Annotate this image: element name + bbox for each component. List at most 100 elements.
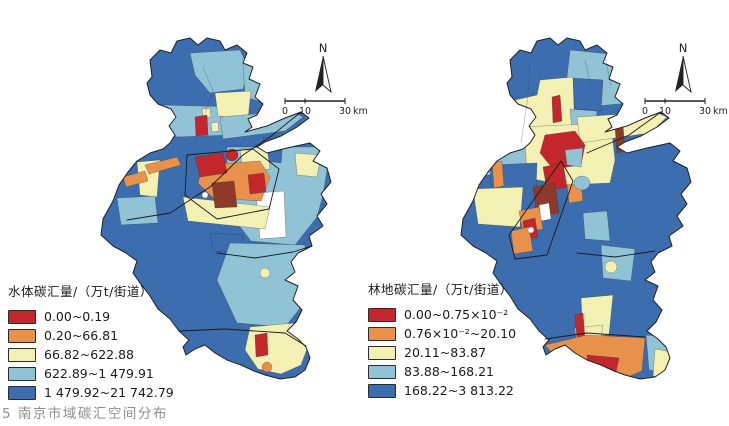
- legend-swatch-class3: [8, 347, 36, 362]
- region-patch: [261, 361, 273, 373]
- scale-bar-label-0: 0: [642, 106, 648, 117]
- legend-class-label: 0.00~0.19: [44, 309, 111, 324]
- region-patch: [600, 244, 636, 282]
- legend-swatch-class5: [8, 385, 36, 400]
- district-boundaries: [508, 56, 662, 340]
- street-boundary: [520, 62, 531, 144]
- legend-row: 20.11~83.87: [368, 343, 598, 362]
- north-arrow-needle-left: [675, 56, 683, 92]
- region-patches: [461, 49, 673, 379]
- region-patch: [582, 210, 611, 242]
- district-boundary: [216, 245, 313, 259]
- legend-forest: 林地碳汇量/（万t/街道） 0.00~0.75×10⁻² 0.76×10⁻²~2…: [368, 279, 598, 400]
- north-arrow: N: [675, 41, 692, 94]
- legend-class-label: 168.22~3 813.22: [404, 383, 514, 398]
- region-patch: [491, 160, 505, 189]
- region-patch: [572, 77, 604, 112]
- legend-title: 水体碳汇量/（万t/街道）: [8, 284, 153, 299]
- legend-row: 83.88~168.21: [368, 362, 598, 381]
- scale-bar-label-30: 30: [339, 106, 351, 117]
- legend-swatch-class5: [368, 383, 396, 398]
- north-arrow: N: [315, 41, 332, 94]
- legend-class-label: 66.82~622.88: [44, 347, 134, 362]
- scale-bar: 0 10 30 km: [282, 98, 368, 117]
- district-boundary: [508, 160, 574, 260]
- north-arrow-needle-right: [682, 55, 692, 94]
- district-boundary: [126, 111, 302, 221]
- region-patch: [201, 191, 209, 199]
- street-boundary: [202, 66, 214, 114]
- legend-class-label: 0.76×10⁻²~20.10: [404, 326, 517, 341]
- scale-bar-ticks: [284, 98, 346, 104]
- legend-row: 622.89~1 479.91: [8, 364, 238, 383]
- district-boundary: [586, 111, 662, 154]
- legend-class-label: 0.00~0.75×10⁻²: [404, 307, 509, 322]
- region-patch: [604, 260, 618, 274]
- scale-bar-label-30: 30: [699, 106, 711, 117]
- legend-class-label: 1 479.92~21 742.79: [44, 385, 174, 400]
- region-patch: [194, 114, 209, 137]
- region-patch: [225, 148, 239, 162]
- region-patch: [564, 147, 584, 168]
- region-patch: [254, 332, 269, 358]
- water-carbon-sink-map: [100, 37, 332, 380]
- north-arrow-label: N: [679, 41, 688, 55]
- figure-caption: 5 南京市域碳汇空间分布: [2, 406, 168, 422]
- north-arrow-needle-left: [315, 56, 323, 92]
- scale-bar-ticks: [644, 98, 706, 104]
- region-patch: [247, 172, 267, 195]
- scale-bar-label-10: 10: [299, 106, 311, 117]
- region-patch: [116, 195, 159, 226]
- north-arrow-label: N: [319, 41, 328, 55]
- legend-class-label: 0.20~66.81: [44, 328, 119, 343]
- region-patch: [122, 170, 149, 188]
- district-boundaries: [126, 66, 313, 347]
- region-patch: [210, 121, 220, 133]
- legend-row: 0.76×10⁻²~20.10: [368, 324, 598, 343]
- legend-row: 66.82~622.88: [8, 345, 238, 364]
- scale-bar-unit: km: [713, 106, 728, 117]
- region-patch: [510, 226, 534, 255]
- region-patch: [211, 180, 238, 209]
- district-boundary: [544, 332, 646, 340]
- region-patch: [194, 152, 228, 178]
- legend-class-label: 622.89~1 479.91: [44, 366, 154, 381]
- scale-bar: 0 10 30 km: [642, 98, 728, 117]
- street-boundary: [584, 56, 612, 88]
- north-arrow-needle-right: [322, 55, 332, 94]
- region-patch: [472, 186, 524, 228]
- region-patch: [182, 196, 271, 230]
- region-patch: [551, 94, 563, 124]
- legend-row: 168.22~3 813.22: [368, 381, 598, 400]
- region-patch: [573, 175, 591, 191]
- legend-swatch-class1: [8, 309, 36, 324]
- legend-swatch-class2: [8, 328, 36, 343]
- legend-class-label: 20.11~83.87: [404, 345, 487, 360]
- scale-bar-unit: km: [353, 106, 368, 117]
- legend-swatch-class4: [8, 366, 36, 381]
- legend-row: 0.00~0.19: [8, 307, 238, 326]
- district-boundary: [178, 328, 307, 347]
- region-patch: [652, 348, 673, 379]
- region-patch: [294, 152, 322, 178]
- region-patch: [259, 267, 271, 279]
- forest-carbon-sink-map: [460, 37, 692, 380]
- legend-swatch-class1: [368, 307, 396, 322]
- legend-row: 0.00~0.75×10⁻²: [368, 305, 598, 324]
- legend-row: 0.20~66.81: [8, 326, 238, 345]
- legend-class-label: 83.88~168.21: [404, 364, 494, 379]
- district-boundary: [576, 250, 656, 258]
- legend-row: 1 479.92~21 742.79: [8, 383, 238, 402]
- legend-water: 水体碳汇量/（万t/街道） 0.00~0.19 0.20~66.81 66.82…: [8, 281, 238, 402]
- legend-title: 林地碳汇量/（万t/街道）: [368, 282, 513, 297]
- scale-bar-label-10: 10: [659, 106, 671, 117]
- legend-swatch-class3: [368, 345, 396, 360]
- district-boundary: [184, 148, 280, 220]
- legend-swatch-class2: [368, 326, 396, 341]
- scale-bar-label-0: 0: [282, 106, 288, 117]
- region-patch: [189, 49, 249, 94]
- legend-swatch-class4: [368, 364, 396, 379]
- region-patch: [527, 226, 535, 234]
- region-patch: [144, 156, 182, 175]
